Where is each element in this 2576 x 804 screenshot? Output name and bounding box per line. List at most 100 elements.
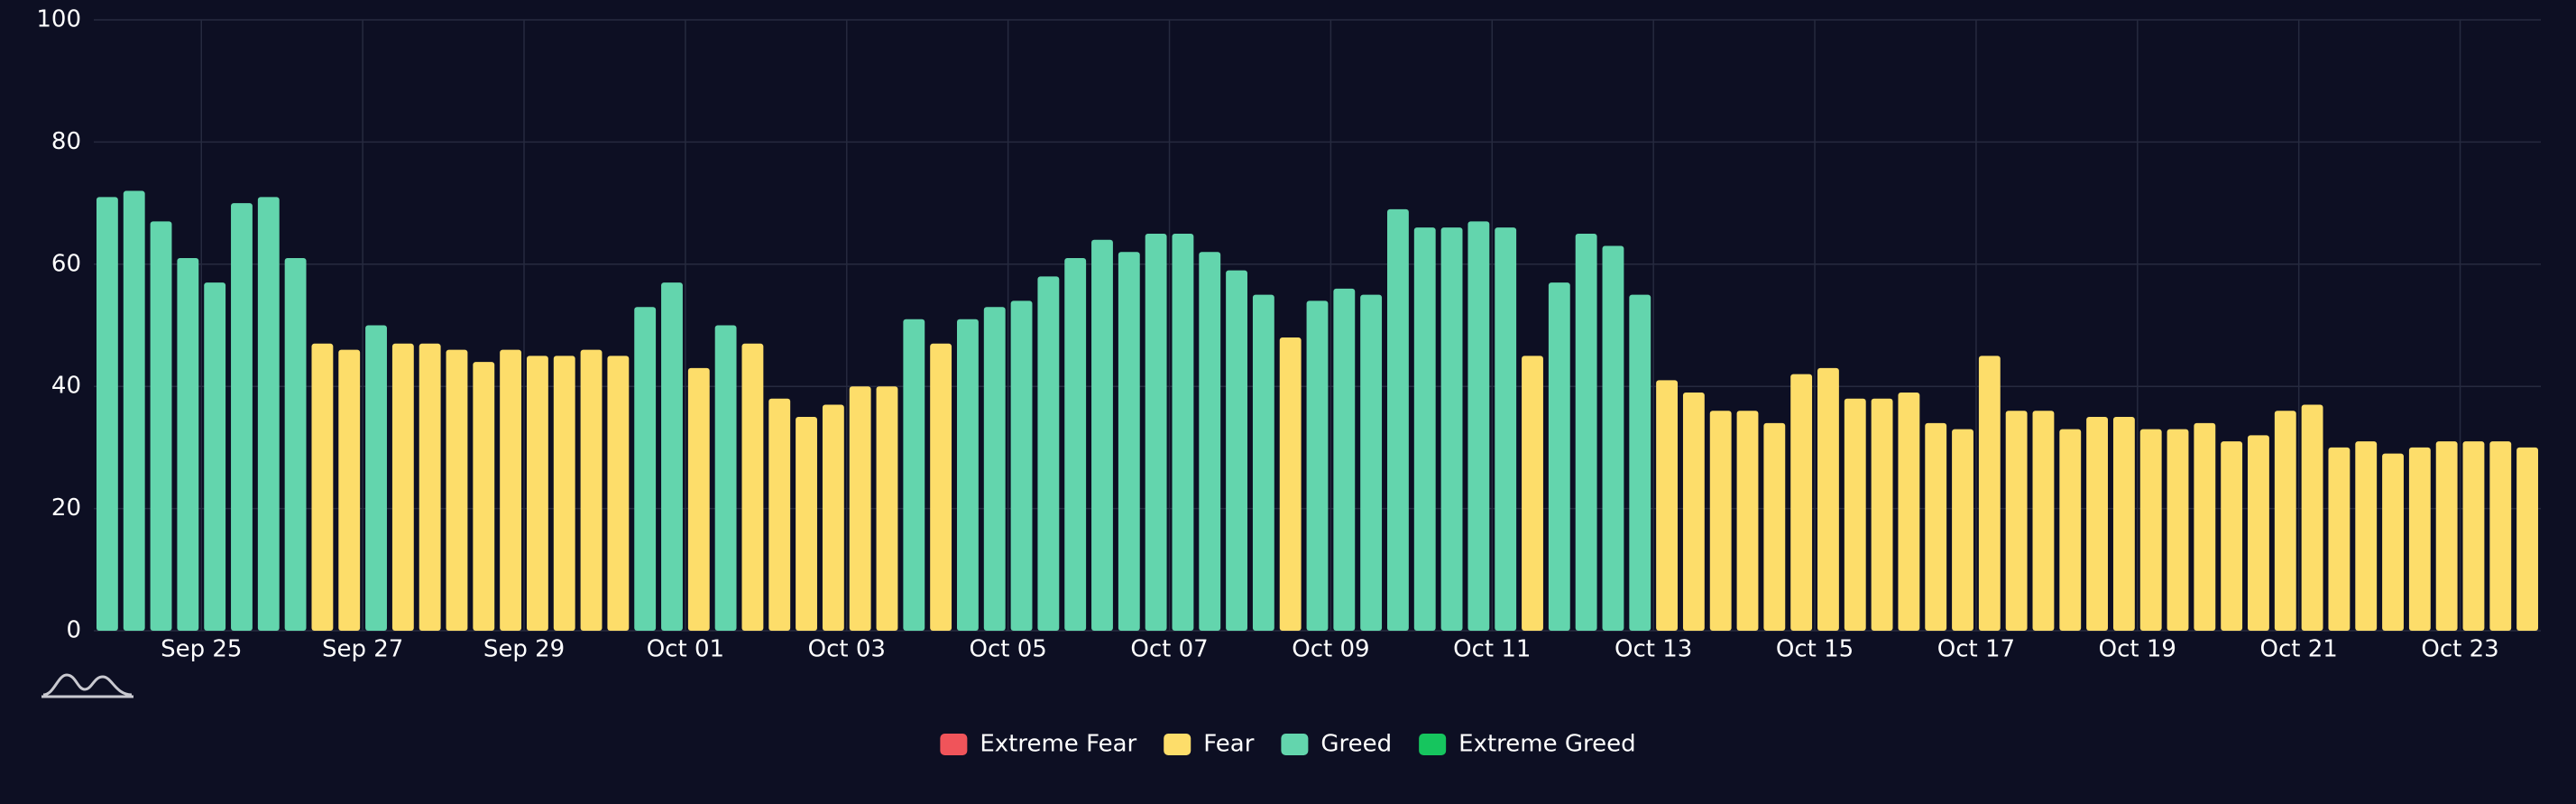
bar — [419, 343, 441, 631]
bar — [2167, 429, 2189, 631]
bar — [634, 307, 657, 631]
bar — [1091, 239, 1113, 631]
x-tick-label: Oct 19 — [2099, 636, 2176, 663]
bar — [1522, 356, 1543, 631]
bar — [876, 386, 898, 631]
bar — [1871, 398, 1893, 631]
y-tick-label: 60 — [51, 250, 81, 277]
bar — [2274, 411, 2296, 631]
bar — [580, 349, 603, 631]
y-tick-label: 40 — [51, 373, 81, 400]
bar — [930, 343, 952, 631]
bar — [365, 325, 387, 631]
bar — [2301, 404, 2323, 631]
bar — [2086, 417, 2109, 631]
x-tick-label: Oct 11 — [1453, 636, 1531, 663]
bar — [741, 343, 764, 631]
x-tick-label: Oct 13 — [1615, 636, 1692, 663]
bar — [1172, 233, 1194, 631]
x-tick-label: Sep 25 — [161, 636, 242, 663]
bar — [2139, 429, 2162, 631]
bar — [1602, 245, 1624, 631]
bar — [1199, 252, 1221, 631]
bar — [1360, 294, 1383, 631]
bar — [796, 417, 817, 631]
bar — [150, 221, 172, 631]
bar — [1226, 270, 1247, 631]
x-tick-label: Oct 01 — [647, 636, 724, 663]
x-tick-label: Oct 17 — [1937, 636, 2015, 663]
bar — [96, 197, 118, 631]
bar — [2489, 441, 2512, 631]
y-tick-label: 20 — [51, 494, 81, 522]
bar — [983, 307, 1006, 631]
bar — [231, 203, 253, 631]
bar — [526, 356, 548, 631]
x-tick-label: Oct 09 — [1292, 636, 1369, 663]
bar — [1145, 233, 1167, 631]
x-tick-label: Oct 21 — [2260, 636, 2338, 663]
x-tick-label: Oct 05 — [969, 636, 1046, 663]
bar — [311, 343, 334, 631]
bar — [1629, 294, 1651, 631]
bar — [1064, 258, 1087, 631]
bar — [2221, 441, 2243, 631]
x-tick-label: Sep 27 — [322, 636, 403, 663]
bar — [768, 398, 791, 631]
bar — [2382, 453, 2404, 631]
x-tick-label: Oct 07 — [1130, 636, 1208, 663]
bar — [2112, 417, 2135, 631]
x-tick-label: Oct 15 — [1776, 636, 1854, 663]
bar — [714, 325, 737, 631]
x-tick-label: Sep 29 — [483, 636, 565, 663]
bar — [2248, 435, 2269, 631]
bar — [2005, 411, 2028, 631]
bar — [1333, 288, 1356, 631]
legend-swatch — [940, 734, 968, 755]
bar — [1898, 392, 1920, 631]
bar — [257, 197, 280, 631]
bar — [284, 258, 307, 631]
bar — [204, 282, 226, 631]
bar — [1682, 392, 1705, 631]
bar — [473, 362, 495, 631]
bar — [446, 349, 468, 631]
bar — [1709, 411, 1732, 631]
bar — [687, 367, 710, 631]
legend-swatch — [1281, 734, 1309, 755]
bar — [1413, 227, 1436, 631]
bar — [2355, 441, 2378, 631]
bar — [2516, 447, 2539, 631]
bar — [1925, 422, 1947, 631]
bar — [1736, 411, 1759, 631]
bar — [903, 319, 925, 631]
bar — [1010, 300, 1033, 631]
bar — [1037, 276, 1060, 631]
bar — [1467, 221, 1490, 631]
legend-label: Greed — [1320, 731, 1392, 758]
bar — [2408, 447, 2431, 631]
logo — [41, 673, 133, 698]
bar — [1252, 294, 1274, 631]
legend-swatch — [1164, 734, 1191, 755]
bar — [1790, 374, 1813, 631]
bar — [2328, 447, 2351, 631]
bar — [957, 319, 979, 631]
y-tick-label: 100 — [36, 6, 81, 33]
bar — [1118, 252, 1140, 631]
bar — [607, 356, 630, 631]
bar — [391, 343, 414, 631]
bar — [849, 386, 871, 631]
bar — [2032, 411, 2055, 631]
bar — [123, 190, 145, 631]
bar — [1440, 227, 1463, 631]
bar — [1817, 367, 1839, 631]
bar — [553, 356, 575, 631]
legend-label: Fear — [1203, 731, 1254, 758]
bar — [2059, 429, 2082, 631]
bar — [500, 349, 522, 631]
bar — [661, 282, 683, 631]
bar — [1978, 356, 2001, 631]
bar — [338, 349, 361, 631]
